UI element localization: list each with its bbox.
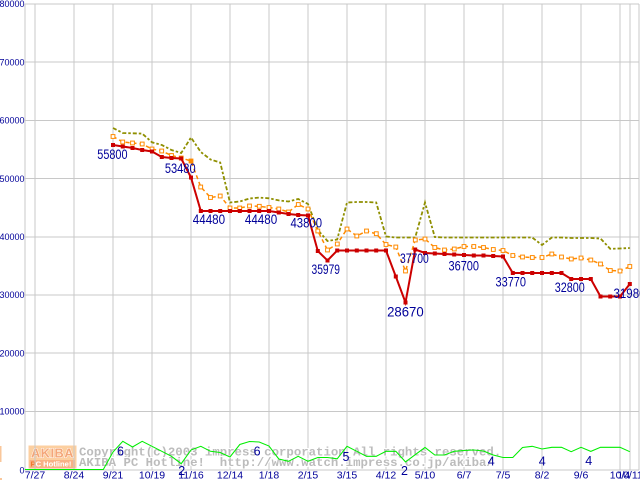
svg-text:55800: 55800 xyxy=(97,147,127,162)
svg-text:3/15: 3/15 xyxy=(337,470,358,480)
svg-text:4: 4 xyxy=(539,454,546,468)
svg-text:80000: 80000 xyxy=(0,0,25,9)
svg-text:20000: 20000 xyxy=(0,348,25,358)
svg-text:36700: 36700 xyxy=(449,259,480,274)
svg-text:10/11: 10/11 xyxy=(617,470,640,480)
svg-text:43800: 43800 xyxy=(291,216,323,231)
svg-text:10/4: 10/4 xyxy=(610,470,631,480)
svg-text:1/18: 1/18 xyxy=(259,470,280,480)
svg-text:2/15: 2/15 xyxy=(298,470,319,480)
svg-text:8/24: 8/24 xyxy=(64,470,85,480)
svg-text:6: 6 xyxy=(254,445,261,459)
svg-text:44480: 44480 xyxy=(193,212,225,227)
svg-text:4: 4 xyxy=(488,454,495,468)
svg-text:AKIBA PC Hotline! http://www.: AKIBA PC Hotline! http://www.watch.impre… xyxy=(79,456,494,470)
svg-text:AKIBA: AKIBA xyxy=(31,445,74,460)
svg-text:32800: 32800 xyxy=(555,280,585,295)
svg-text:8/2: 8/2 xyxy=(535,470,550,480)
svg-text:Copyright(c)2003 impress corpo: Copyright(c)2003 impress corporation All… xyxy=(79,445,501,459)
svg-text:PC Hotline!: PC Hotline! xyxy=(31,460,72,469)
svg-text:53480: 53480 xyxy=(165,161,196,176)
svg-text:37700: 37700 xyxy=(400,251,429,266)
svg-text:2: 2 xyxy=(178,464,185,478)
svg-text:11/16: 11/16 xyxy=(178,470,204,480)
svg-text:44480: 44480 xyxy=(245,212,277,227)
svg-text:4: 4 xyxy=(585,454,592,468)
svg-text:10000: 10000 xyxy=(0,407,25,417)
svg-text:33770: 33770 xyxy=(496,275,527,290)
svg-text:12/14: 12/14 xyxy=(217,470,243,480)
svg-text:50000: 50000 xyxy=(0,174,25,184)
svg-text:40000: 40000 xyxy=(0,232,25,242)
svg-text:60000: 60000 xyxy=(0,116,25,126)
svg-text:7/27: 7/27 xyxy=(25,470,46,480)
svg-text:6/7: 6/7 xyxy=(457,470,472,480)
svg-text:28670: 28670 xyxy=(387,305,424,320)
svg-text:9/21: 9/21 xyxy=(103,470,124,480)
svg-text:30000: 30000 xyxy=(0,290,25,300)
svg-text:7/5: 7/5 xyxy=(496,470,511,480)
svg-text:31980: 31980 xyxy=(614,286,640,301)
svg-text:70000: 70000 xyxy=(0,57,25,67)
svg-text:0: 0 xyxy=(19,466,24,476)
svg-text:9/6: 9/6 xyxy=(574,470,589,480)
svg-text:10/19: 10/19 xyxy=(139,470,165,480)
svg-text:4/12: 4/12 xyxy=(376,470,397,480)
svg-text:6: 6 xyxy=(117,445,124,459)
svg-text:35979: 35979 xyxy=(312,262,341,277)
svg-text:2: 2 xyxy=(401,464,408,478)
svg-text:5: 5 xyxy=(343,450,350,464)
svg-text:5/10: 5/10 xyxy=(415,470,436,480)
